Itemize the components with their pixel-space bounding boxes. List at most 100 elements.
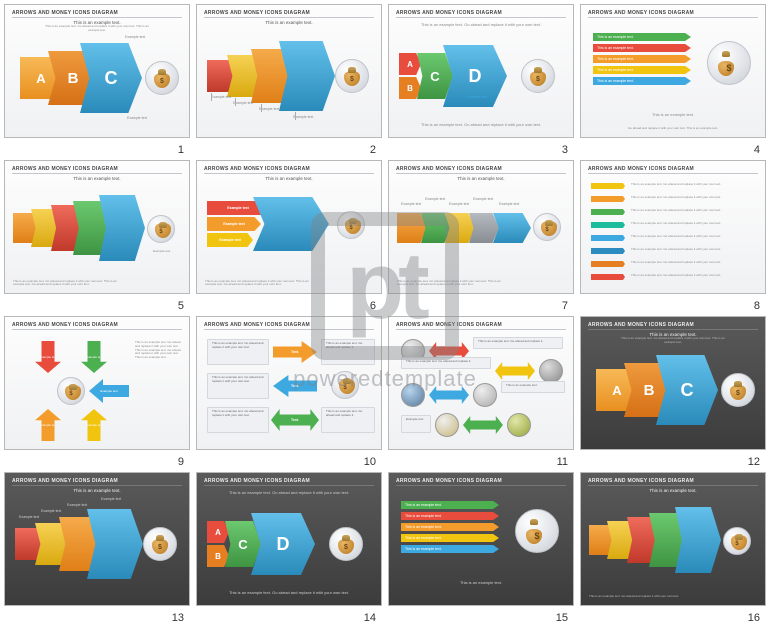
box: Example text	[207, 233, 253, 247]
thumbnail-cell[interactable]: ARROWS AND MONEY ICONS DIAGRAM This is a…	[580, 4, 766, 154]
slide-number: 1	[178, 144, 184, 156]
label: Example text	[473, 197, 493, 201]
desc: This is an example text. Go ahead and re…	[13, 280, 119, 288]
thumbnail-cell[interactable]: ARROWS AND MONEY ICONS DIAGRAM This is a…	[388, 316, 574, 466]
thumbnail-cell[interactable]: ARROWS AND MONEY ICONS DIAGRAM This is a…	[580, 160, 766, 310]
thumbnail-cell[interactable]: ARROWS AND MONEY ICONS DIAGRAM This is a…	[196, 4, 382, 154]
money-bag-icon: $	[707, 41, 751, 85]
label: Example text	[101, 497, 121, 501]
label: Example text	[211, 95, 231, 99]
money-bag-icon: $	[145, 61, 179, 95]
slide-number: 14	[364, 612, 376, 624]
desc-text: This is an example text. Go ahead and re…	[45, 25, 149, 33]
image-circle	[435, 413, 459, 437]
bar	[591, 274, 625, 280]
label: Example text	[259, 107, 279, 111]
text-box: This is an example text.	[501, 381, 565, 393]
slide-5: ARROWS AND MONEY ICONS DIAGRAM This is a…	[4, 160, 190, 294]
bar	[591, 261, 625, 267]
chevron-d: D	[251, 513, 315, 575]
label: Example text	[425, 197, 445, 201]
text-box: This is an example text. Go ahead and re…	[207, 339, 269, 365]
arrow-up: Example text	[35, 409, 61, 441]
slide-12: ARROWS AND MONEY ICONS DIAGRAM This is a…	[580, 316, 766, 450]
thumbnail-cell[interactable]: ARROWS AND MONEY ICONS DIAGRAM This is a…	[580, 316, 766, 466]
bar-label: This is an example text. Go ahead and re…	[631, 235, 721, 239]
slide-number: 12	[748, 456, 760, 468]
image-circle	[401, 383, 425, 407]
slide-title: ARROWS AND MONEY ICONS DIAGRAM	[588, 478, 694, 484]
label: Example text	[499, 202, 519, 206]
slide-title: ARROWS AND MONEY ICONS DIAGRAM	[12, 478, 118, 484]
slide-title: ARROWS AND MONEY ICONS DIAGRAM	[396, 322, 502, 328]
money-bag-icon: $	[147, 215, 175, 243]
arrow	[463, 416, 503, 434]
bar: This is an example text.	[401, 545, 499, 553]
bar: This is an example text.	[593, 33, 691, 41]
subtitle: This is an example text.	[581, 488, 765, 493]
subtitle: This is an example text.	[197, 20, 381, 25]
text-box: Example text	[401, 415, 431, 433]
big-arrow	[253, 197, 329, 251]
slide-title: ARROWS AND MONEY ICONS DIAGRAM	[12, 10, 118, 16]
slide-title: ARROWS AND MONEY ICONS DIAGRAM	[204, 166, 310, 172]
subtitle: This is an example text.	[5, 488, 189, 493]
text-box: This is an example text. Go ahead and re…	[207, 407, 269, 433]
text-box: This is an example text. Go ahead and re…	[321, 407, 375, 433]
divider	[12, 17, 182, 18]
arrow	[429, 386, 469, 404]
thumbnail-cell[interactable]: ARROWS AND MONEY ICONS DIAGRAM This is a…	[4, 160, 190, 310]
label: Example text	[19, 515, 39, 519]
money-bag-icon: $	[143, 527, 177, 561]
label: Example text	[153, 249, 170, 253]
footer-text: This is an example text.	[581, 112, 765, 117]
bar: This is an example text.	[593, 44, 691, 52]
slide-number: 3	[562, 144, 568, 156]
text-box: This is an example text. Go ahead and re…	[473, 337, 563, 349]
arrow-double: Text.	[271, 409, 319, 431]
slide-number: 4	[754, 144, 760, 156]
thumbnail-cell[interactable]: ARROWS AND MONEY ICONS DIAGRAM This is a…	[196, 160, 382, 310]
thumbnail-cell[interactable]: ARROWS AND MONEY ICONS DIAGRAM This is a…	[388, 160, 574, 310]
slide-title: ARROWS AND MONEY ICONS DIAGRAM	[396, 166, 502, 172]
bar: This is an example text.	[401, 501, 499, 509]
subtitle: This is an example text. Go ahead and re…	[197, 490, 381, 495]
slide-10: ARROWS AND MONEY ICONS DIAGRAM This is a…	[196, 316, 382, 450]
thumbnail-cell[interactable]: ARROWS AND MONEY ICONS DIAGRAM $ Example…	[4, 316, 190, 466]
money-bag-icon: $	[521, 59, 555, 93]
slide-4: ARROWS AND MONEY ICONS DIAGRAM This is a…	[580, 4, 766, 138]
thumbnail-cell[interactable]: ARROWS AND MONEY ICONS DIAGRAM This is a…	[580, 472, 766, 622]
slide-number: 15	[556, 612, 568, 624]
thumbnail-cell[interactable]: ARROWS AND MONEY ICONS DIAGRAM This is a…	[4, 472, 190, 622]
thumbnail-cell[interactable]: ARROWS AND MONEY ICONS DIAGRAM This is a…	[388, 472, 574, 622]
bar: This is an example text.	[593, 77, 691, 85]
chevron-b: B	[207, 545, 229, 567]
thumbnail-cell[interactable]: ARROWS AND MONEY ICONS DIAGRAM This is a…	[196, 472, 382, 622]
bar-label: This is an example text. Go ahead and re…	[631, 248, 721, 252]
bar: This is an example text.	[593, 55, 691, 63]
money-bag-icon: $	[515, 509, 559, 553]
chevron	[675, 507, 721, 573]
bar: This is an example text.	[401, 523, 499, 531]
thumbnail-cell[interactable]: ARROWS AND MONEY ICONS DIAGRAM This is a…	[4, 4, 190, 154]
thumbnail-cell[interactable]: ARROWS AND MONEY ICONS DIAGRAM This is a…	[388, 4, 574, 154]
slide-7: ARROWS AND MONEY ICONS DIAGRAM This is a…	[388, 160, 574, 294]
chevron-c: C	[225, 521, 261, 567]
bar-label: This is an example text. Go ahead and re…	[631, 209, 721, 213]
label: Example text	[401, 202, 421, 206]
footer-text: This is an example text. Go ahead and re…	[197, 590, 381, 595]
label: Example text	[293, 115, 313, 119]
money-bag-icon: $	[533, 213, 561, 241]
money-bag-icon: $	[723, 527, 751, 555]
slide-title: ARROWS AND MONEY ICONS DIAGRAM	[396, 478, 502, 484]
slide-title: ARROWS AND MONEY ICONS DIAGRAM	[204, 10, 310, 16]
arrow-up: Example text	[81, 409, 107, 441]
label: Example text	[125, 35, 145, 39]
chevron-a: A	[399, 53, 421, 75]
label: Example text	[127, 116, 147, 120]
footer-text: This is an example text.	[389, 580, 573, 585]
bar: This is an example text.	[401, 534, 499, 542]
thumbnail-cell[interactable]: ARROWS AND MONEY ICONS DIAGRAM This is a…	[196, 316, 382, 466]
arrow	[495, 362, 535, 380]
money-bag-icon: $	[337, 211, 365, 239]
